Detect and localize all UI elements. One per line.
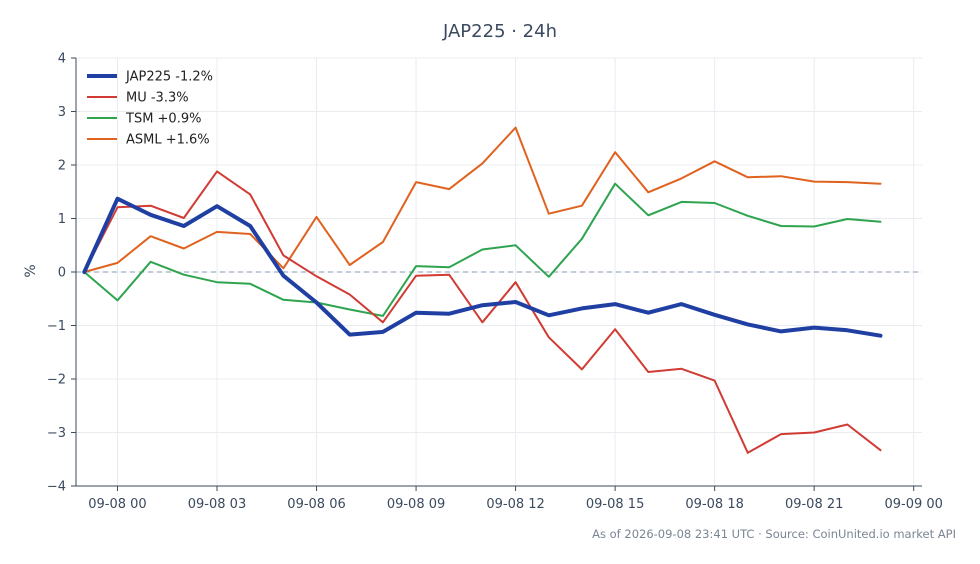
legend-label-2: TSM +0.9%	[125, 112, 201, 127]
x-tick-label: 09-08 12	[486, 497, 544, 512]
series-layer	[82, 126, 883, 454]
x-tick-label: 09-08 03	[188, 497, 246, 512]
footer-source: As of 2026-09-08 23:41 UTC · Source: Coi…	[592, 527, 956, 541]
series-line-0	[82, 196, 883, 338]
y-tick-label: 0	[58, 266, 66, 281]
x-axis-ticks: 09-08 00 09-08 03 09-08 06 09-08 09 09-08 12…	[88, 486, 943, 512]
y-tick-label: 2	[58, 159, 66, 174]
series-line-2	[83, 182, 882, 317]
series-line-3	[83, 126, 882, 273]
y-tick-label: −3	[47, 426, 66, 441]
y-tick-label: 4	[58, 52, 66, 67]
y-axis-label: %	[23, 264, 39, 277]
y-tick-label: −1	[47, 319, 66, 334]
y-tick-label: 3	[58, 105, 66, 120]
x-tick-label: 09-08 15	[586, 497, 644, 512]
legend-label-0: JAP225 -1.2%	[125, 70, 213, 85]
legend: JAP225 -1.2% MU -3.3% TSM +0.9% ASML +1.6%	[87, 70, 213, 148]
y-tick-label: −2	[47, 373, 66, 388]
x-tick-label: 09-08 00	[88, 497, 146, 512]
x-tick-label: 09-08 18	[685, 497, 743, 512]
x-tick-label: 09-08 06	[287, 497, 345, 512]
series-line-1	[83, 170, 882, 454]
y-tick-label: 1	[58, 212, 66, 227]
legend-label-3: ASML +1.6%	[126, 133, 210, 148]
y-axis-ticks: 4 3 2 1 0 −1 −2 −3 −4	[47, 52, 76, 495]
x-tick-label: 09-08 09	[387, 497, 445, 512]
x-tick-label: 09-09 00	[884, 497, 942, 512]
legend-label-1: MU -3.3%	[126, 91, 189, 106]
chart-title: JAP225 · 24h	[442, 21, 557, 42]
x-tick-label: 09-08 21	[785, 497, 843, 512]
y-tick-label: −4	[47, 480, 66, 495]
